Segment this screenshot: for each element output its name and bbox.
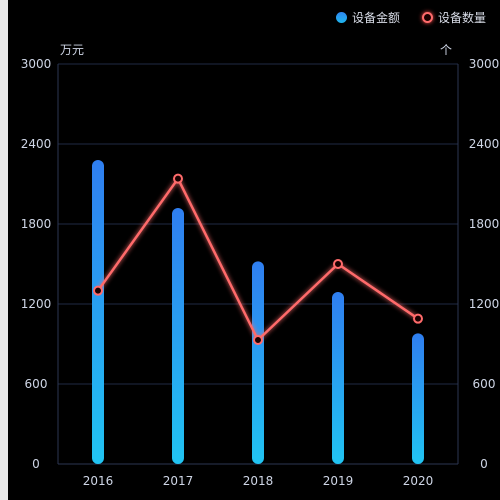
legend-item-quantity[interactable]: 设备数量: [421, 9, 486, 26]
bar-2019[interactable]: [332, 292, 344, 464]
legend-label-amount: 设备金额: [351, 11, 400, 25]
combo-chart: 0 600 1200 1800 2400 3000 0 600 1200 1800 2400 3000…: [21, 57, 500, 488]
bar-2017[interactable]: [172, 208, 184, 464]
line-point-2017[interactable]: [173, 173, 183, 184]
bar-2018[interactable]: [252, 261, 264, 464]
line-point-2016[interactable]: [93, 285, 103, 296]
right-axis-tick-label: 0: [480, 457, 488, 471]
line-point-2019[interactable]: [333, 259, 343, 269]
legend-line-swatch-icon: [421, 12, 433, 23]
x-axis-tick-label: 2019: [323, 474, 354, 488]
legend-bar-swatch-icon: [335, 12, 347, 23]
left-axis-unit: 万元: [60, 43, 85, 57]
left-axis-tick-label: 1800: [21, 217, 52, 231]
x-axis-tick-label: 2020: [403, 474, 434, 488]
left-axis-tick-label: 600: [25, 377, 48, 391]
legend: 设备金额 设备数量: [335, 9, 486, 26]
legend-label-quantity: 设备数量: [437, 11, 486, 25]
chart-panel: 0 600 1200 1800 2400 3000 0 600 1200 1800 2400 3000…: [8, 0, 500, 500]
x-axis-tick-label: 2018: [243, 474, 274, 488]
line-point-2018[interactable]: [253, 335, 263, 345]
bar-2016[interactable]: [92, 160, 104, 464]
left-axis-tick-label: 2400: [21, 137, 52, 151]
left-axis-tick-label: 0: [32, 457, 40, 471]
x-axis-tick-label: 2017: [163, 474, 194, 488]
right-axis-tick-label: 600: [473, 377, 496, 391]
right-axis-tick-label: 1800: [469, 217, 500, 231]
bar-2020[interactable]: [412, 333, 424, 464]
line-point-2020[interactable]: [413, 313, 423, 324]
left-axis-tick-label: 3000: [21, 57, 52, 71]
right-axis-tick-label: 2400: [469, 137, 500, 151]
legend-item-amount[interactable]: 设备金额: [335, 9, 400, 26]
right-axis-tick-label: 1200: [469, 297, 500, 311]
left-axis-tick-label: 1200: [21, 297, 52, 311]
x-axis-tick-label: 2016: [83, 474, 114, 488]
right-axis-tick-label: 3000: [469, 57, 500, 71]
right-axis-unit: 个: [440, 43, 453, 57]
